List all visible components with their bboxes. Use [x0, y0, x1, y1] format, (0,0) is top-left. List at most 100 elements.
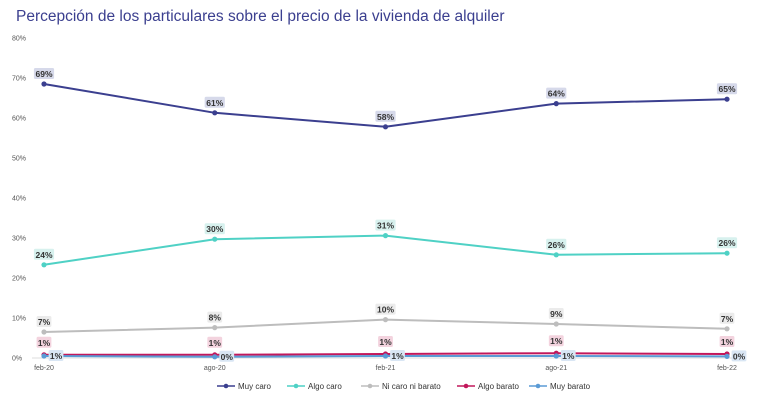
y-tick-label: 40%: [12, 196, 26, 203]
data-label: 0%: [221, 352, 234, 362]
data-label: 31%: [377, 221, 394, 231]
x-tick-label: ago-21: [545, 365, 567, 372]
x-axis: feb-20 ago-20 feb-21 ago-21 feb-22: [32, 357, 739, 372]
data-point: [553, 252, 559, 258]
data-label-bg: [375, 110, 396, 122]
data-label: 1%: [562, 351, 575, 361]
data-label-bg: [204, 96, 225, 108]
data-label-bg: [548, 308, 564, 319]
data-label: 0%: [733, 351, 746, 361]
y-tick-label: 10%: [12, 316, 26, 323]
x-tick-label: feb-22: [717, 365, 737, 372]
y-tick-label: 70%: [12, 76, 26, 83]
data-label: 7%: [721, 314, 734, 324]
data-label: 26%: [718, 238, 735, 248]
legend-marker: [535, 383, 541, 389]
data-point: [553, 101, 559, 107]
data-label-bg: [36, 336, 52, 348]
data-label: 64%: [548, 89, 565, 99]
series-lines: [41, 81, 730, 360]
data-label-bg: [560, 350, 576, 361]
data-label-bg: [546, 87, 567, 99]
data-point: [382, 317, 389, 323]
data-point: [212, 354, 218, 360]
data-point: [553, 321, 559, 327]
x-tick-label: ago-20: [204, 365, 226, 372]
data-label: 24%: [35, 250, 52, 260]
data-point: [724, 326, 730, 332]
legend-marker: [223, 383, 229, 389]
data-point: [212, 325, 218, 331]
data-point: [553, 353, 559, 359]
data-point: [724, 353, 730, 359]
data-point: [41, 353, 47, 359]
data-label-bg: [716, 83, 738, 95]
data-label-bg: [36, 316, 52, 327]
legend: Muy caro Algo caro Ni caro ni barato Algo b…: [217, 382, 591, 391]
y-tick-label: 20%: [12, 276, 26, 283]
data-label-bg: [48, 350, 64, 361]
data-label: 7%: [38, 317, 51, 327]
y-tick-label: 80%: [12, 36, 26, 43]
data-label-bg: [546, 238, 567, 250]
data-label-bg: [375, 303, 396, 315]
chart-title: Percepción de los particulares sobre el …: [16, 8, 505, 25]
data-point: [212, 110, 218, 116]
data-label-bg: [719, 336, 735, 347]
data-label-bg: [207, 336, 223, 348]
data-label: 65%: [718, 84, 735, 94]
data-label: 58%: [377, 112, 394, 122]
legend-marker: [293, 383, 299, 389]
series-line: [43, 234, 728, 266]
y-tick-label: 60%: [12, 116, 26, 123]
data-label: 69%: [35, 69, 52, 79]
x-tick-label: feb-20: [34, 365, 54, 372]
data-label-bg: [219, 350, 235, 362]
data-label: 26%: [548, 240, 565, 250]
data-point: [382, 124, 389, 130]
data-label: 61%: [206, 98, 223, 108]
data-label-bg: [731, 350, 747, 362]
data-point: [382, 233, 389, 239]
legend-marker: [367, 383, 373, 389]
y-tick-label: 30%: [12, 236, 26, 243]
data-label-bg: [207, 311, 223, 323]
y-tick-label: 0%: [12, 356, 22, 363]
data-label: 30%: [206, 224, 223, 234]
data-label: 1%: [379, 337, 392, 347]
data-label-bg: [33, 248, 55, 260]
data-point: [382, 353, 389, 359]
legend-label: Ni caro ni barato: [382, 382, 441, 391]
y-tick-label: 50%: [12, 156, 26, 163]
data-label: 10%: [377, 305, 394, 315]
data-label-bg: [548, 335, 564, 347]
legend-label: Algo barato: [478, 382, 519, 391]
data-point: [724, 250, 730, 256]
y-axis: 0% 10% 20% 30% 40% 50% 60% 70% 80%: [12, 36, 26, 363]
data-point: [724, 96, 730, 102]
data-label: 1%: [721, 337, 734, 347]
data-label-bg: [390, 350, 405, 361]
data-point: [41, 329, 47, 335]
data-point: [41, 81, 47, 87]
data-label: 8%: [209, 313, 222, 323]
x-tick-label: feb-21: [376, 365, 396, 372]
data-label: 1%: [550, 336, 563, 346]
data-labels: 69% 61% 58% 64% 65% 24% 30% 31% 26% 26% 7% 8% 10% 9% 7…: [33, 68, 747, 362]
data-label-bg: [716, 237, 738, 249]
data-label-bg: [378, 336, 393, 347]
data-label-bg: [204, 223, 225, 235]
data-label: 1%: [391, 351, 404, 361]
legend-label: Algo caro: [308, 382, 342, 391]
data-label: 1%: [38, 338, 51, 348]
data-label-bg: [33, 68, 55, 79]
data-label: 1%: [50, 351, 63, 361]
data-label-bg: [375, 219, 396, 231]
data-label-bg: [719, 312, 735, 324]
data-label: 1%: [209, 338, 222, 348]
data-point: [41, 262, 47, 268]
legend-label: Muy barato: [550, 382, 591, 391]
legend-label: Muy caro: [238, 382, 271, 391]
data-point: [212, 236, 218, 242]
